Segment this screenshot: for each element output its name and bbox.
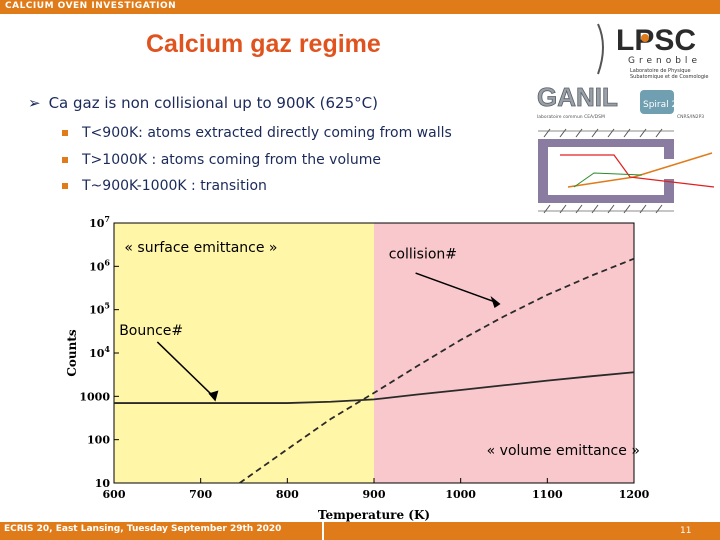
series-line-0 bbox=[114, 371, 635, 404]
x-tick-label: 1200 bbox=[619, 488, 650, 501]
sub-bullet: T~900K-1000K : transition bbox=[62, 178, 267, 194]
annotation-bounce-arrow bbox=[156, 341, 216, 399]
x-axis-label: Temperature (K) bbox=[318, 508, 430, 522]
y-tick-label: 100 bbox=[87, 434, 110, 447]
x-tick-label: 800 bbox=[276, 488, 299, 501]
region-label-volume: « volume emittance » bbox=[487, 443, 640, 459]
lpsc-sub1-text: Laboratoire de Physique bbox=[630, 68, 691, 74]
sub-bullet: T<900K: atoms extracted directly coming … bbox=[62, 125, 452, 141]
footer-event: ECRIS 20, East Lansing, Tuesday Septembe… bbox=[4, 524, 282, 534]
region-1 bbox=[374, 223, 634, 483]
square-bullet-icon bbox=[62, 157, 68, 163]
main-bullet-text: Ca gaz is non collisional up to 900K (62… bbox=[48, 94, 378, 112]
ganil-logo-text: GANIL bbox=[537, 82, 618, 112]
lpsc-logo-text: LPSC bbox=[616, 24, 696, 57]
ganil-caption-text: laboratoire commun CEA/DSM bbox=[537, 114, 605, 120]
footer-divider bbox=[322, 522, 324, 540]
sub-bullet-text: T~900K-1000K : transition bbox=[82, 178, 267, 194]
slide-title: Calcium gaz regime bbox=[146, 30, 381, 58]
series-line-1 bbox=[239, 257, 635, 484]
x-tick-label: 1000 bbox=[445, 488, 476, 501]
y-tick-label: 1000 bbox=[79, 390, 110, 403]
ganil-spiral-text: Spiral 2 bbox=[643, 100, 677, 110]
x-tick-label: 600 bbox=[103, 488, 126, 501]
square-bullet-icon bbox=[62, 130, 68, 136]
annotation-bounce-arrowhead bbox=[208, 390, 219, 402]
annotation-bounce: Bounce# bbox=[119, 323, 183, 339]
square-bullet-icon bbox=[62, 183, 68, 189]
lpsc-logo: LPSC Grenoble Laboratoire de Physique Su… bbox=[597, 23, 709, 80]
x-tick-label: 900 bbox=[363, 488, 386, 501]
counts-vs-temperature-chart: 600 700 800 900 1000 1100 1200 10 100 1000 104 105 1… bbox=[65, 214, 650, 522]
trajectory-red bbox=[560, 154, 715, 188]
lpsc-city-text: Grenoble bbox=[628, 56, 701, 66]
footer-bar: ECRIS 20, East Lansing, Tuesday Septembe… bbox=[0, 522, 720, 540]
main-bullet: ➢ Ca gaz is non collisional up to 900K (6… bbox=[28, 94, 378, 112]
section-label: CALCIUM OVEN INVESTIGATION bbox=[5, 1, 177, 11]
oven-diagram bbox=[538, 128, 715, 214]
sub-bullet-text: T>1000K : atoms coming from the volume bbox=[82, 152, 382, 168]
annotation-collision: collision# bbox=[389, 247, 457, 263]
ganil-logo: GANIL Spiral 2 laboratoire commun CEA/DS… bbox=[537, 82, 705, 120]
annotation-collision-arrow bbox=[415, 272, 496, 303]
y-tick-label: 106 bbox=[89, 257, 110, 273]
sub-bullet-text: T<900K: atoms extracted directly coming … bbox=[82, 125, 452, 141]
y-axis-label: Counts bbox=[65, 329, 79, 377]
oven-cavity bbox=[548, 147, 664, 195]
trajectory-green bbox=[573, 172, 643, 188]
spiral-badge bbox=[640, 90, 674, 114]
y-tick-label: 105 bbox=[89, 301, 110, 317]
region-label-surface: « surface emittance » bbox=[124, 240, 277, 256]
header-bar: CALCIUM OVEN INVESTIGATION bbox=[0, 0, 720, 14]
arrow-bullet-icon: ➢ bbox=[28, 94, 41, 112]
sub-bullet: T>1000K : atoms coming from the volume bbox=[62, 152, 381, 168]
region-0 bbox=[114, 223, 374, 483]
y-tick-label: 104 bbox=[89, 344, 110, 360]
x-tick-label: 700 bbox=[189, 488, 212, 501]
annotation-collision-arrowhead bbox=[490, 296, 501, 309]
lpsc-sub2-text: Subatomique et de Cosmologie bbox=[630, 74, 709, 80]
x-tick-label: 1100 bbox=[532, 488, 563, 501]
y-tick-label: 10 bbox=[95, 477, 111, 490]
lpsc-dot-icon bbox=[641, 34, 649, 42]
ganil-caption2-text: CNRS/IN2P3 bbox=[677, 114, 704, 120]
page-number: 11 bbox=[680, 526, 692, 536]
y-tick-label: 107 bbox=[89, 214, 110, 230]
